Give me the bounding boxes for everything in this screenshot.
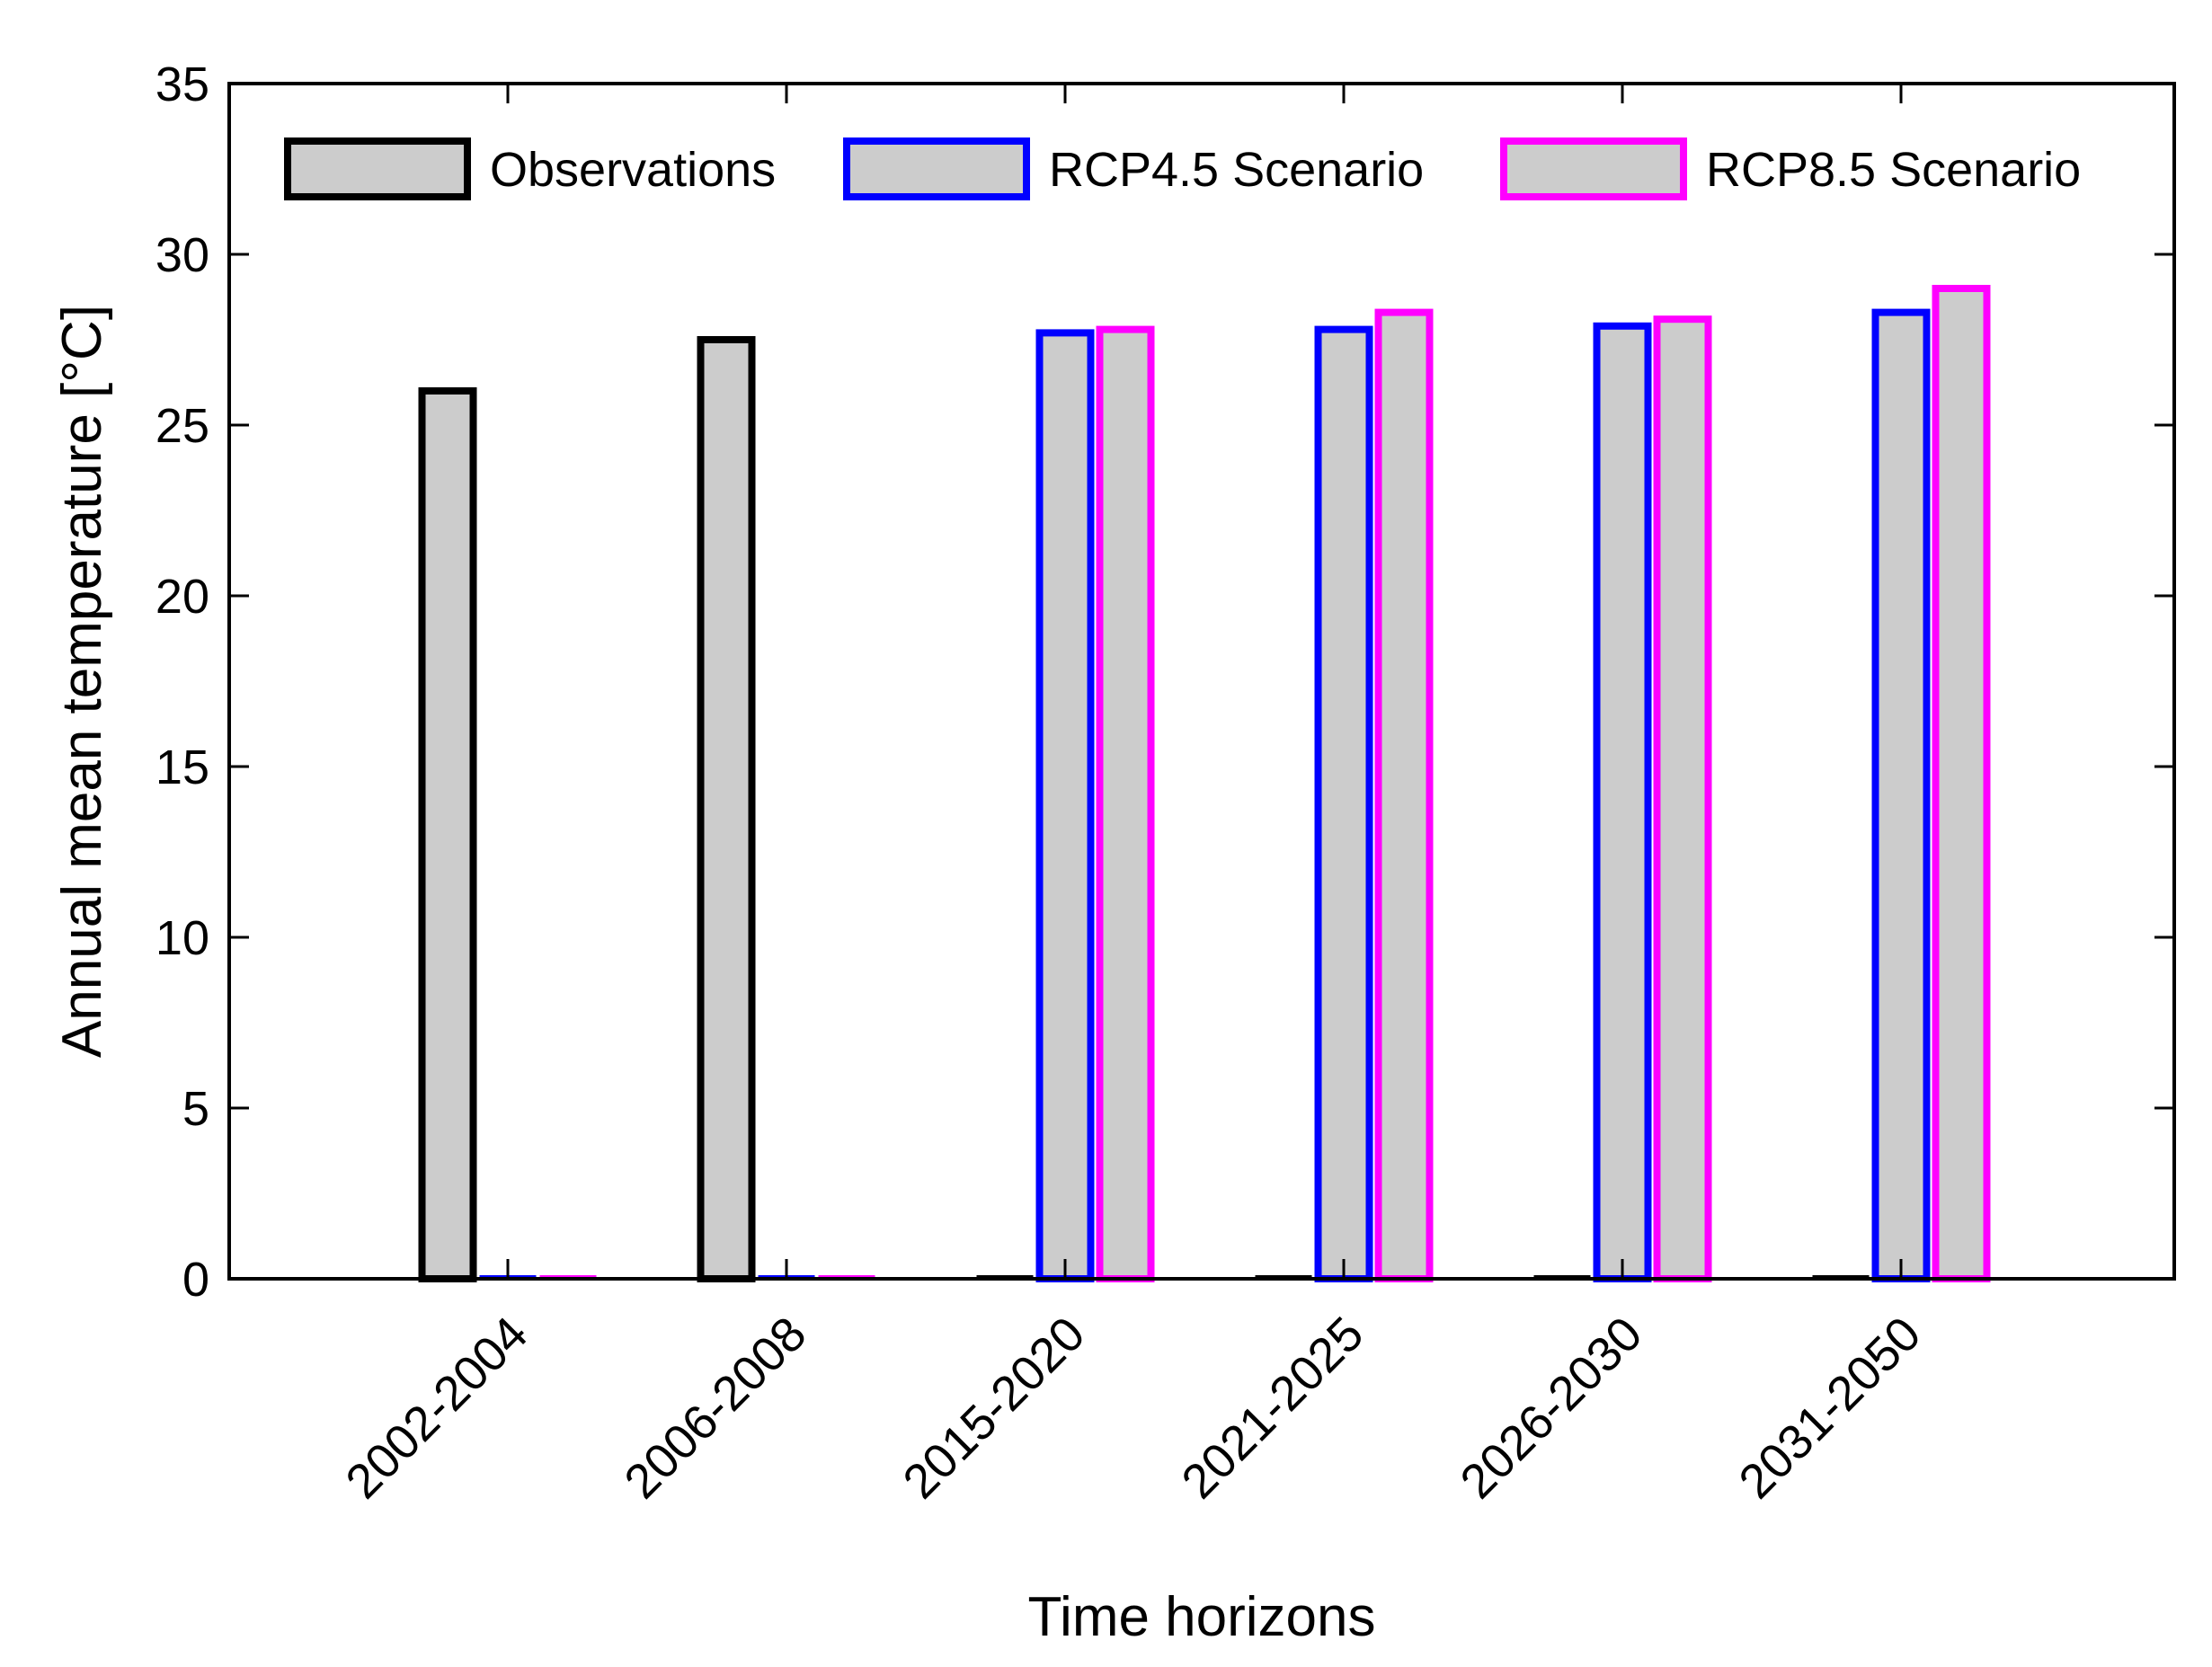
legend-label: RCP4.5 Scenario [1049, 143, 1424, 197]
legend-label: RCP8.5 Scenario [1706, 143, 2081, 197]
y-tick-label: 35 [155, 58, 209, 111]
bar-rcp8-5-scenario [1932, 285, 1991, 1282]
bar-rcp4-5-scenario [1314, 325, 1373, 1283]
legend-swatch [1500, 137, 1687, 200]
bar-rcp8-5-scenario [1374, 308, 1434, 1283]
x-axis-label: Time horizons [1027, 1586, 1375, 1648]
y-tick-label: 0 [182, 1253, 209, 1307]
bar-observations [697, 336, 756, 1282]
bar-observations [418, 387, 477, 1282]
bars-layer [418, 285, 1991, 1283]
axes-box [227, 82, 2176, 1281]
y-tick-label: 5 [182, 1082, 209, 1136]
bar-rcp8-5-scenario [1653, 315, 1712, 1283]
y-tick-label: 15 [155, 740, 209, 794]
y-tick-label: 25 [155, 399, 209, 453]
y-tick-label: 10 [155, 911, 209, 965]
bar-rcp8-5-scenario [1096, 325, 1155, 1283]
legend-label: Observations [490, 143, 776, 197]
legend: Observations RCP4.5 Scenario RCP8.5 Scenar… [284, 137, 2081, 200]
legend-swatch [284, 137, 471, 200]
bar-rcp4-5-scenario [1871, 308, 1931, 1283]
y-tick-label: 30 [155, 228, 209, 282]
y-tick-label: 20 [155, 570, 209, 624]
legend-swatch [843, 137, 1030, 200]
bar-rcp4-5-scenario [1593, 322, 1652, 1282]
bar-rcp4-5-scenario [1035, 329, 1095, 1282]
y-axis-label: Annual mean temperature [°C] [51, 305, 113, 1058]
